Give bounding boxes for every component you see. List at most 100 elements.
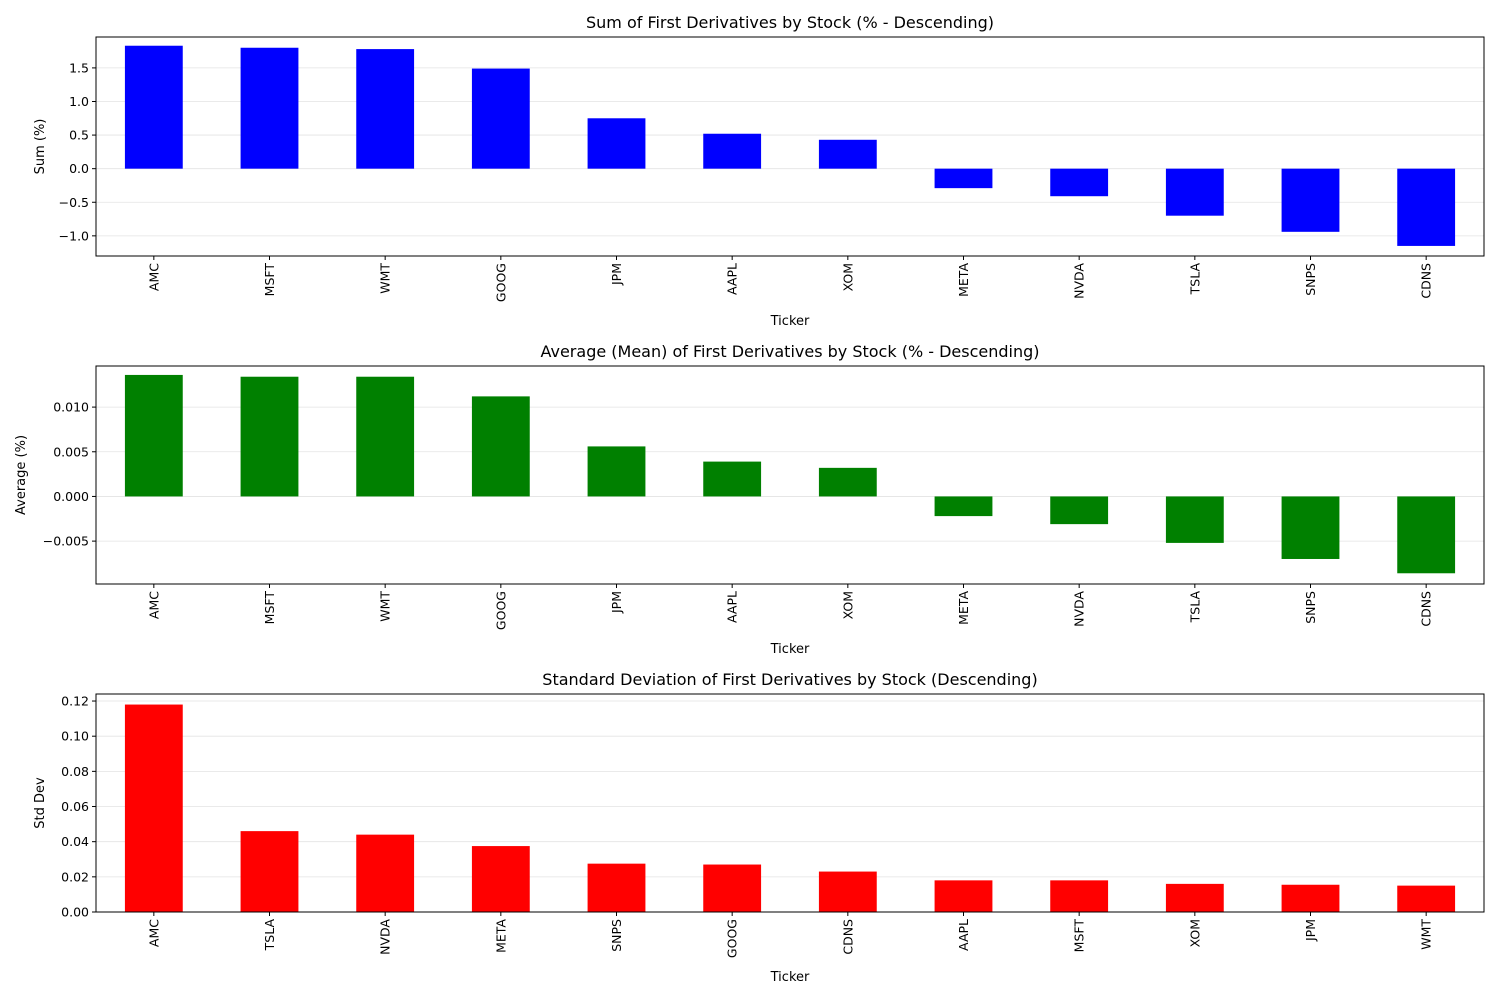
plot-frame <box>95 693 1485 913</box>
bar-goog <box>471 68 530 169</box>
x-axis-label: Ticker <box>770 642 810 657</box>
x-tick-label: CDNS <box>840 919 855 955</box>
x-axis-label: Ticker <box>770 314 810 329</box>
x-tick-label: XOM <box>1187 919 1202 947</box>
x-tick-label: AAPL <box>725 591 740 623</box>
sum-chart: −1.0 −0.5 0.0 0.5 1.0 1.5 AMC MSFT WMT GOOG JPM AAP… <box>33 13 1485 329</box>
bar-wmt <box>356 49 415 169</box>
x-tick-label: AAPL <box>956 919 971 951</box>
y-tick-label: 0.000 <box>53 489 89 504</box>
y-tick-label: 0.02 <box>61 869 89 884</box>
bar-amc <box>124 704 183 912</box>
bar-cdns <box>818 871 877 912</box>
y-tick-label: 0.12 <box>61 694 89 709</box>
x-tick-label: AMC <box>146 263 161 291</box>
x-tick-label: META <box>956 591 971 625</box>
x-tick-label: AMC <box>146 919 161 947</box>
bar-tsla <box>240 831 299 912</box>
bar-amc <box>124 45 183 169</box>
bar-wmt <box>356 376 415 497</box>
bar-snps <box>587 863 646 912</box>
bar-tsla <box>1165 496 1224 543</box>
y-axis-label: Std Dev <box>33 777 48 829</box>
x-tick-label: MSFT <box>262 591 277 625</box>
bar-nvda <box>356 834 415 912</box>
x-tick-label: SNPS <box>609 919 624 952</box>
x-tick-label: AAPL <box>725 263 740 295</box>
x-tick-label: MSFT <box>1072 919 1087 953</box>
bar-aapl <box>703 461 762 497</box>
bar-aapl <box>934 880 993 912</box>
bar-jpm <box>587 446 646 497</box>
x-tick-label: WMT <box>378 263 393 294</box>
chart-title: Standard Deviation of First Derivatives … <box>542 670 1037 689</box>
x-tick-label: SNPS <box>1303 591 1318 624</box>
x-tick-label: GOOG <box>493 591 508 630</box>
y-tick-label: 0.0 <box>69 161 89 176</box>
y-tick-label: −0.005 <box>43 534 89 549</box>
bar-msft <box>240 47 299 169</box>
x-tick-label: NVDA <box>378 919 393 955</box>
y-tick-label: −1.0 <box>59 228 89 243</box>
y-tick-label: 0.10 <box>61 729 89 744</box>
bar-xom <box>818 139 877 169</box>
x-tick-label: META <box>956 263 971 297</box>
x-tick-label: META <box>493 919 508 953</box>
bar-snps <box>1281 168 1340 232</box>
plot-frame <box>95 365 1485 585</box>
y-tick-label: 0.005 <box>53 444 89 459</box>
plot-frame <box>95 36 1485 257</box>
x-axis-label: Ticker <box>770 970 810 985</box>
bar-msft <box>1050 880 1109 912</box>
y-axis-label: Sum (%) <box>33 119 48 175</box>
stddev-chart: 0.00 0.02 0.04 0.06 0.08 0.10 0.12 AMC TSLA NVDA M… <box>33 670 1485 985</box>
y-tick-label: 0.08 <box>61 764 89 779</box>
chart-title: Average (Mean) of First Derivatives by S… <box>540 342 1039 361</box>
bar-goog <box>471 396 530 497</box>
x-tick-label: JPM <box>609 263 624 286</box>
y-tick-label: −0.5 <box>59 195 89 210</box>
x-tick-label: TSLA <box>1187 591 1202 624</box>
y-tick-label: 0.00 <box>61 905 89 920</box>
x-tick-label: JPM <box>1303 919 1318 942</box>
x-tick-label: XOM <box>840 263 855 291</box>
y-tick-label: 1.5 <box>69 60 89 75</box>
bar-cdns <box>1397 496 1456 574</box>
chart-title: Sum of First Derivatives by Stock (% - D… <box>586 13 994 32</box>
bar-aapl <box>703 133 762 169</box>
x-tick-label: SNPS <box>1303 263 1318 296</box>
bar-msft <box>240 376 299 497</box>
y-tick-label: 0.04 <box>61 834 89 849</box>
x-tick-label: MSFT <box>262 263 277 297</box>
x-tick-label: NVDA <box>1072 591 1087 627</box>
bar-cdns <box>1397 168 1456 246</box>
y-axis-label: Average (%) <box>14 435 29 515</box>
y-tick-label: 0.010 <box>53 400 89 415</box>
x-tick-label: GOOG <box>493 263 508 302</box>
bar-wmt <box>1397 885 1456 912</box>
bar-tsla <box>1165 168 1224 216</box>
bar-jpm <box>1281 884 1340 912</box>
x-tick-label: TSLA <box>262 919 277 952</box>
y-tick-label: 0.5 <box>69 128 89 143</box>
bar-nvda <box>1050 496 1109 525</box>
bar-meta <box>934 168 993 189</box>
bar-jpm <box>587 118 646 169</box>
bar-goog <box>703 864 762 912</box>
y-tick-label: 1.0 <box>69 94 89 109</box>
x-tick-label: AMC <box>146 591 161 619</box>
bar-xom <box>1165 883 1224 912</box>
x-tick-label: GOOG <box>725 919 740 958</box>
bar-amc <box>124 374 183 497</box>
x-tick-label: CDNS <box>1419 263 1434 299</box>
x-tick-label: CDNS <box>1419 591 1434 627</box>
x-tick-label: JPM <box>609 591 624 614</box>
bar-meta <box>934 496 993 517</box>
y-tick-label: 0.06 <box>61 799 89 814</box>
bar-meta <box>471 846 530 912</box>
x-tick-label: NVDA <box>1072 263 1087 299</box>
average-chart: −0.005 0.000 0.005 0.010 AMC MSFT WMT GOOG JPM AA… <box>14 342 1485 657</box>
x-tick-label: TSLA <box>1187 263 1202 296</box>
bar-nvda <box>1050 168 1109 197</box>
